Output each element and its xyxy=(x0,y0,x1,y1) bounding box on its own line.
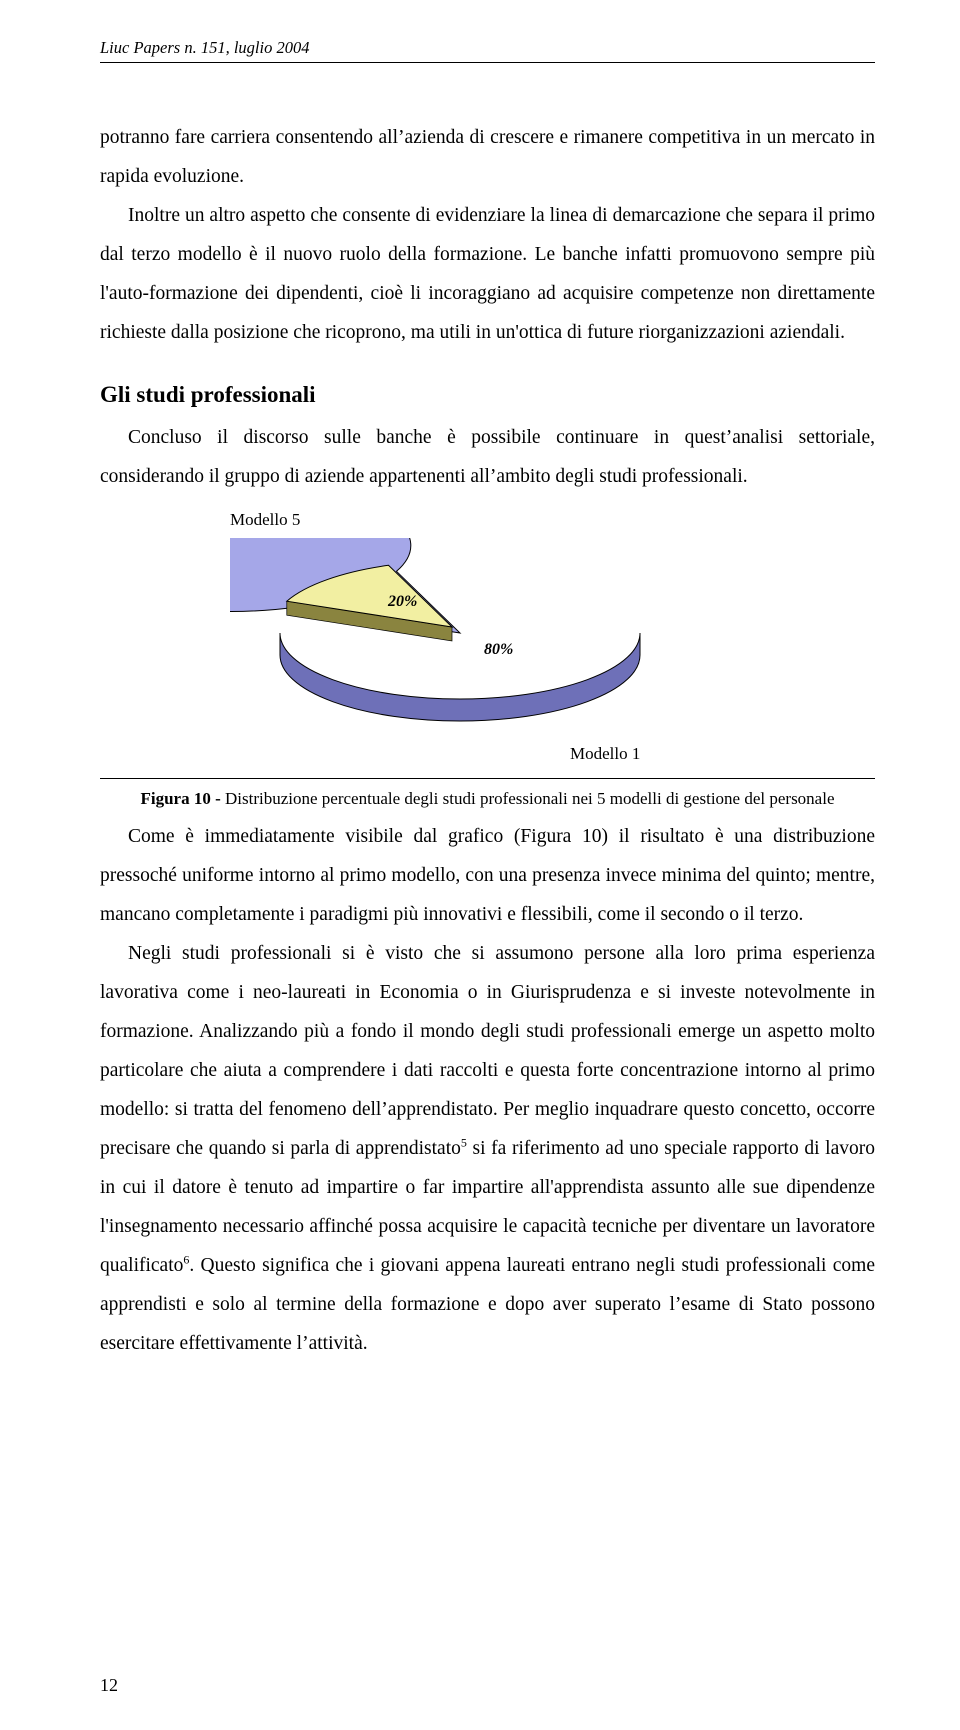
figure-caption-bold: Figura 10 - xyxy=(140,789,225,808)
running-head: Liuc Papers n. 151, luglio 2004 xyxy=(100,38,875,58)
paragraph-5c: . Questo significa che i giovani appena … xyxy=(100,1255,875,1354)
figure-caption-rest: Distribuzione percentuale degli studi pr… xyxy=(225,789,834,808)
figure-caption: Figura 10 - Distribuzione percentuale de… xyxy=(100,789,875,809)
body-text-block-2: Concluso il discorso sulle banche è poss… xyxy=(100,418,875,496)
paragraph-1: potranno fare carriera consentendo all’a… xyxy=(100,118,875,196)
body-text-block-1: potranno fare carriera consentendo all’a… xyxy=(100,118,875,352)
figure-rule xyxy=(100,778,875,779)
paragraph-3: Concluso il discorso sulle banche è poss… xyxy=(100,418,875,496)
paragraph-5a: Negli studi professionali si è visto che… xyxy=(100,943,875,1159)
pie-label-80: 80% xyxy=(484,641,513,658)
pie-chart-svg: 20% 80% xyxy=(230,538,660,738)
header-rule xyxy=(100,62,875,63)
paragraph-5: Negli studi professionali si è visto che… xyxy=(100,934,875,1363)
chart-title-top: Modello 5 xyxy=(230,510,875,530)
paragraph-4: Come è immediatamente visibile dal grafi… xyxy=(100,817,875,934)
section-heading: Gli studi professionali xyxy=(100,382,875,408)
body-text-block-3: Come è immediatamente visibile dal grafi… xyxy=(100,817,875,1363)
page: Liuc Papers n. 151, luglio 2004 potranno… xyxy=(0,0,960,1730)
page-number: 12 xyxy=(100,1675,118,1696)
paragraph-2: Inoltre un altro aspetto che consente di… xyxy=(100,196,875,352)
chart-title-bottom: Modello 1 xyxy=(570,744,875,764)
pie-chart-figure: Modello 5 20% 80% Modello 1 xyxy=(100,510,875,764)
pie-label-20: 20% xyxy=(387,593,417,610)
